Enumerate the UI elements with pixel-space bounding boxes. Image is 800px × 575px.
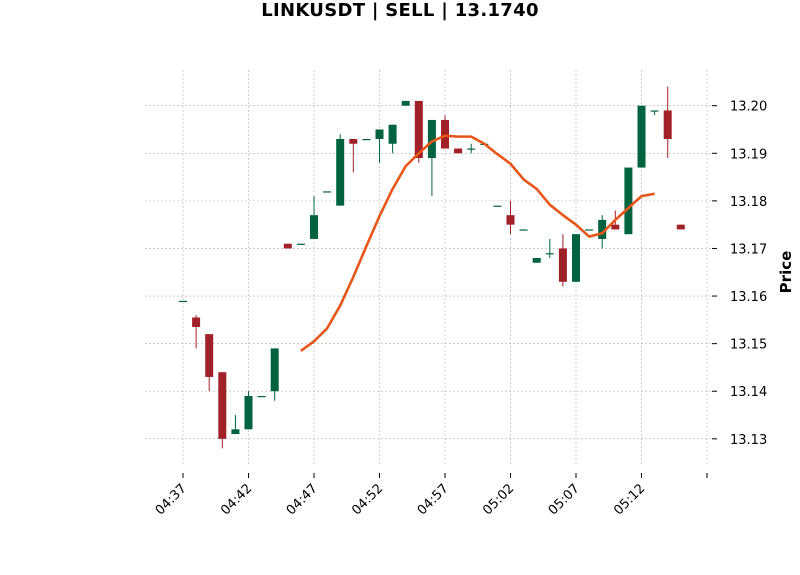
candle-body xyxy=(257,395,266,398)
candle-up xyxy=(296,243,305,245)
candle-body xyxy=(427,119,436,159)
candle-down xyxy=(663,86,672,159)
candles xyxy=(179,86,685,449)
candle-down xyxy=(218,372,227,449)
candle-up xyxy=(624,167,633,235)
candle-body xyxy=(270,348,279,392)
candle-body xyxy=(349,139,358,144)
candle-down xyxy=(676,224,685,230)
chart-title: LINKUSDT | SELL | 13.1740 xyxy=(261,0,539,21)
candle-up xyxy=(375,129,384,163)
candle-body xyxy=(336,139,345,206)
grid-layer xyxy=(145,70,712,465)
candle-body xyxy=(611,224,620,230)
candle-up xyxy=(427,119,436,197)
candle-up xyxy=(493,205,502,207)
x-tick-label: 04:57 xyxy=(415,481,452,518)
y-tick-label: 13.17 xyxy=(730,242,767,257)
candle-up xyxy=(231,415,240,435)
candle-body xyxy=(519,229,528,231)
candle-up xyxy=(401,100,410,106)
candle-body xyxy=(231,429,240,435)
y-tick-label: 13.14 xyxy=(730,385,767,400)
candle-down xyxy=(506,200,515,235)
candle-down xyxy=(283,243,292,249)
candle-body xyxy=(493,205,502,207)
candle-body xyxy=(205,334,214,377)
x-tick-label: 04:52 xyxy=(349,481,386,518)
candle-body xyxy=(506,215,515,225)
candle-body xyxy=(401,100,410,106)
candle-body xyxy=(441,119,449,149)
candle-body xyxy=(532,257,541,263)
candle-up xyxy=(244,391,253,430)
candle-body xyxy=(598,219,607,239)
y-tick-label: 13.13 xyxy=(730,433,767,448)
candle-up xyxy=(519,229,528,231)
candle-up xyxy=(323,191,332,193)
candle-up xyxy=(388,124,397,154)
candle-up xyxy=(179,300,187,303)
candle-body xyxy=(676,224,685,230)
candle-body xyxy=(663,110,672,140)
candle-down xyxy=(558,234,567,287)
y-axis-label: Price xyxy=(777,251,795,294)
candle-up xyxy=(532,257,541,263)
moving-average-line xyxy=(300,134,655,352)
candle-down xyxy=(205,334,214,392)
candle-body xyxy=(558,248,567,282)
y-tick-label: 13.19 xyxy=(730,147,767,162)
x-tick-label: 04:42 xyxy=(218,481,255,518)
candle-up xyxy=(362,139,371,141)
candle-up xyxy=(585,229,594,231)
candle-body xyxy=(362,139,371,141)
candle-body xyxy=(572,234,580,282)
x-tick-label: 04:37 xyxy=(153,481,190,518)
candle-body xyxy=(310,215,318,239)
candle-body xyxy=(296,243,305,245)
axes: 13.13 13.14 13.15 13.16 13.17 13.18 13.19 13.20… xyxy=(153,100,767,519)
candle-body xyxy=(650,110,659,112)
candle-body xyxy=(179,300,187,303)
candle-body xyxy=(218,372,227,439)
candle-up xyxy=(545,238,554,258)
x-tick-label: 04:47 xyxy=(284,481,321,518)
y-tick-label: 13.18 xyxy=(730,195,767,210)
candle-body xyxy=(585,229,594,231)
candle-body xyxy=(545,253,554,255)
candle-up xyxy=(310,196,318,239)
candle-body xyxy=(388,124,397,144)
candle-up xyxy=(336,134,345,206)
candle-body xyxy=(375,129,384,140)
candle-body xyxy=(192,317,201,327)
x-tick-label: 05:02 xyxy=(480,481,517,518)
candle-up xyxy=(467,143,476,154)
candle-down xyxy=(349,139,358,173)
candle-body xyxy=(283,243,292,249)
candle-body xyxy=(624,167,633,235)
candle-body xyxy=(467,148,476,150)
candle-up xyxy=(257,395,266,398)
y-tick-label: 13.15 xyxy=(730,338,767,353)
candle-body xyxy=(454,148,463,154)
candle-down xyxy=(192,315,201,349)
candle-body xyxy=(414,100,423,159)
candle-up xyxy=(637,105,646,168)
candle-up xyxy=(650,110,659,116)
candle-body xyxy=(637,105,646,168)
candle-down xyxy=(441,115,449,149)
x-tick-label: 05:12 xyxy=(611,481,648,518)
y-tick-label: 13.16 xyxy=(730,290,767,305)
y-tick-label: 13.20 xyxy=(730,100,767,115)
moving-average-layer xyxy=(300,134,655,352)
candle-body xyxy=(244,395,253,430)
candle-body xyxy=(323,191,332,193)
candle-up xyxy=(572,234,580,282)
candle-down xyxy=(454,148,463,154)
candle-up xyxy=(270,348,279,401)
x-tick-label: 05:07 xyxy=(546,481,583,518)
